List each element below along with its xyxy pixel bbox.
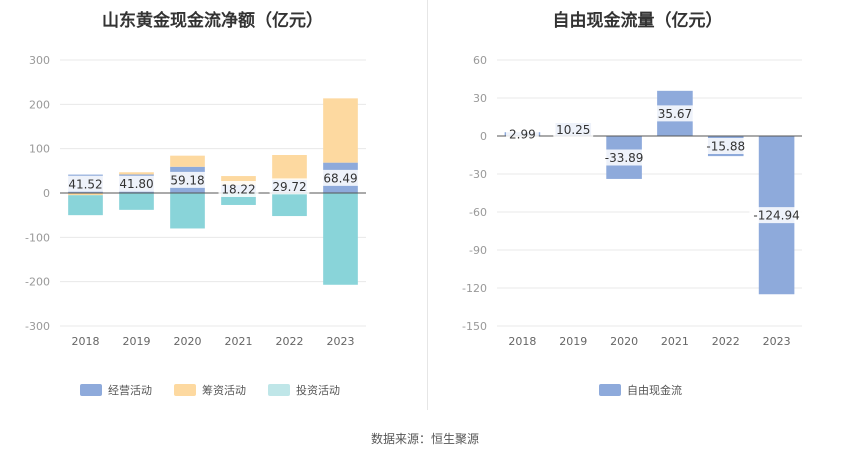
- y-tick-label: 300: [29, 54, 50, 67]
- y-tick-label: 100: [29, 143, 50, 156]
- x-tick-label: 2023: [327, 335, 355, 348]
- data-label-bg: [749, 207, 804, 224]
- y-tick-label: 0: [480, 130, 487, 143]
- x-tick-label: 2018: [508, 335, 536, 348]
- data-label: 18.22: [221, 182, 255, 196]
- legend-label: 投资活动: [296, 383, 340, 397]
- data-label-bg: [320, 169, 361, 186]
- y-tick-label: 60: [473, 54, 487, 67]
- data-label-bg: [600, 149, 648, 166]
- bar-financing: [68, 193, 103, 196]
- data-label-bg: [702, 138, 750, 155]
- data-label: 35.67: [658, 107, 692, 121]
- data-label-bg: [65, 175, 106, 192]
- y-tick-label: -30: [469, 168, 487, 181]
- bar-financing: [323, 98, 358, 163]
- data-label: 2.99: [509, 128, 536, 142]
- x-tick-label: 2021: [225, 335, 253, 348]
- data-label-bg: [553, 121, 594, 138]
- data-label-bg: [654, 105, 695, 122]
- data-label-bg: [269, 178, 310, 195]
- x-tick-label: 2019: [559, 335, 587, 348]
- data-label: -124.94: [753, 209, 799, 223]
- data-label-bg: [167, 171, 208, 188]
- legend-label: 自由现金流: [627, 383, 682, 397]
- x-tick-label: 2023: [763, 335, 791, 348]
- legend-swatch: [174, 384, 196, 396]
- data-source-note: 数据来源：恒生聚源: [370, 432, 479, 446]
- bar-financing: [221, 176, 256, 185]
- y-tick-label: -60: [469, 206, 487, 219]
- y-tick-label: -200: [25, 276, 50, 289]
- legend-swatch: [599, 384, 621, 396]
- y-tick-label: -150: [462, 320, 487, 333]
- y-tick-label: -100: [25, 231, 50, 244]
- data-label: 68.49: [323, 171, 357, 185]
- legend-label: 经营活动: [108, 383, 152, 397]
- legend-label: 筹资活动: [202, 383, 246, 397]
- y-tick-label: 200: [29, 98, 50, 111]
- data-label: 41.80: [119, 177, 153, 191]
- y-tick-label: -120: [462, 282, 487, 295]
- bar-investing: [221, 193, 256, 205]
- data-label: 41.52: [68, 177, 102, 191]
- legend-swatch: [80, 384, 102, 396]
- bar-financing: [272, 154, 307, 180]
- chart-title-free-cash-flow: 自由现金流量（亿元）: [552, 11, 723, 31]
- data-label: 29.72: [272, 180, 306, 194]
- data-label: 10.25: [556, 123, 590, 137]
- x-tick-label: 2022: [276, 335, 304, 348]
- y-tick-label: -300: [25, 320, 50, 333]
- data-label-bg: [218, 180, 259, 197]
- bar-financing: [119, 172, 154, 175]
- bar-investing: [68, 195, 103, 216]
- panel-divider: [427, 0, 428, 410]
- x-tick-label: 2019: [123, 335, 151, 348]
- chart-title-cash-flow: 山东黄金现金流净额（亿元）: [102, 11, 323, 31]
- cash-flow-chart-panel: 山东黄金现金流净额（亿元） 300 200 100 0 -100 -200 -300 2018…: [0, 0, 425, 410]
- legend-swatch: [268, 384, 290, 396]
- y-tick-label: 30: [473, 92, 487, 105]
- cash-flow-chart: 300 200 100 0 -100 -200 -300 2018 2019 2020 2021 20…: [25, 54, 366, 397]
- bar-investing: [323, 193, 358, 285]
- x-tick-label: 2020: [610, 335, 638, 348]
- bar-financing: [170, 155, 205, 167]
- y-tick-label: 0: [43, 187, 50, 200]
- data-label-bg: [506, 126, 539, 143]
- bar-investing: [170, 193, 205, 229]
- bar-investing: [119, 193, 154, 210]
- data-label: -33.89: [605, 151, 644, 165]
- y-tick-label: -90: [469, 244, 487, 257]
- data-label: -15.88: [706, 140, 745, 154]
- data-label-bg: [116, 175, 157, 192]
- data-label: 59.18: [170, 173, 204, 187]
- x-tick-label: 2018: [72, 335, 100, 348]
- x-tick-label: 2021: [661, 335, 689, 348]
- free-cash-flow-chart-panel: 自由现金流量（亿元） 60 30 0 -30 -60 -90 -120 -150 2018 201…: [425, 0, 850, 410]
- x-tick-label: 2020: [174, 335, 202, 348]
- bar-investing: [272, 193, 307, 217]
- x-tick-label: 2022: [712, 335, 740, 348]
- free-cash-flow-chart: 60 30 0 -30 -60 -90 -120 -150 2018 2019 2020 2021 20…: [462, 54, 804, 397]
